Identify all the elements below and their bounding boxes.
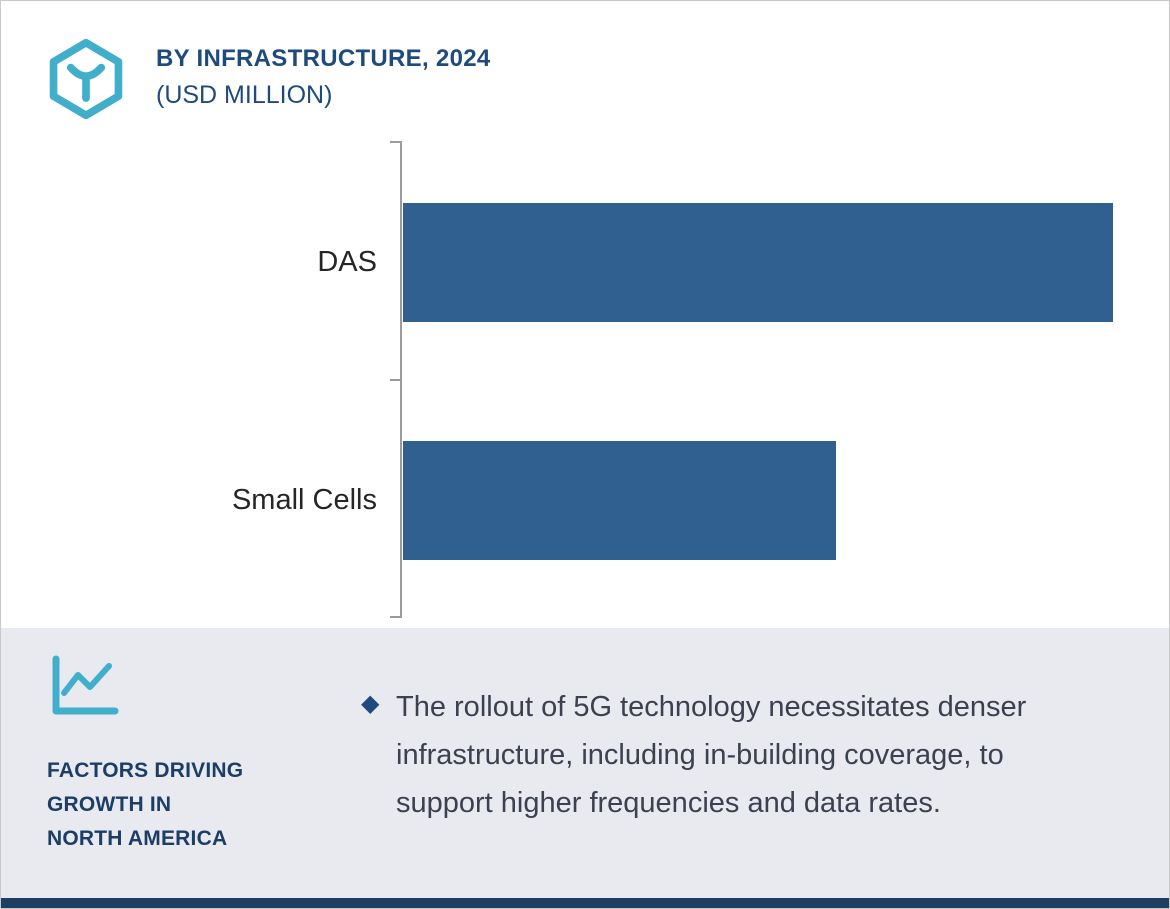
axis-tick: [390, 616, 400, 618]
bottom-accent-strip: [1, 898, 1169, 908]
bar-small-cells: [403, 441, 836, 560]
axis-tick: [390, 141, 400, 143]
axis-tick: [390, 379, 400, 381]
factors-heading-line: GROWTH IN: [47, 793, 172, 817]
chart-title: BY INFRASTRUCTURE, 2024: [156, 45, 491, 72]
factors-panel: FACTORS DRIVING GROWTH IN NORTH AMERICA …: [1, 628, 1169, 898]
category-label-das: DAS: [317, 246, 377, 278]
bar-das: [403, 203, 1113, 322]
hexagon-logo-icon: [45, 37, 127, 121]
category-axis-line: [390, 141, 402, 618]
category-label-small-cells: Small Cells: [231, 484, 377, 516]
factors-heading-line: NORTH AMERICA: [47, 827, 228, 851]
line-chart-icon: [47, 653, 123, 719]
insight-text: The rollout of 5G technology necessitate…: [396, 691, 1027, 819]
factors-heading-line: FACTORS DRIVING: [47, 759, 244, 782]
factors-heading: FACTORS DRIVING GROWTH IN NORTH AMERICA: [47, 754, 243, 856]
diamond-bullet-icon: ◆: [361, 690, 380, 717]
chart-subtitle: (USD MILLION): [156, 81, 333, 109]
insight-bullet: ◆ The rollout of 5G technology necessita…: [361, 684, 1101, 828]
